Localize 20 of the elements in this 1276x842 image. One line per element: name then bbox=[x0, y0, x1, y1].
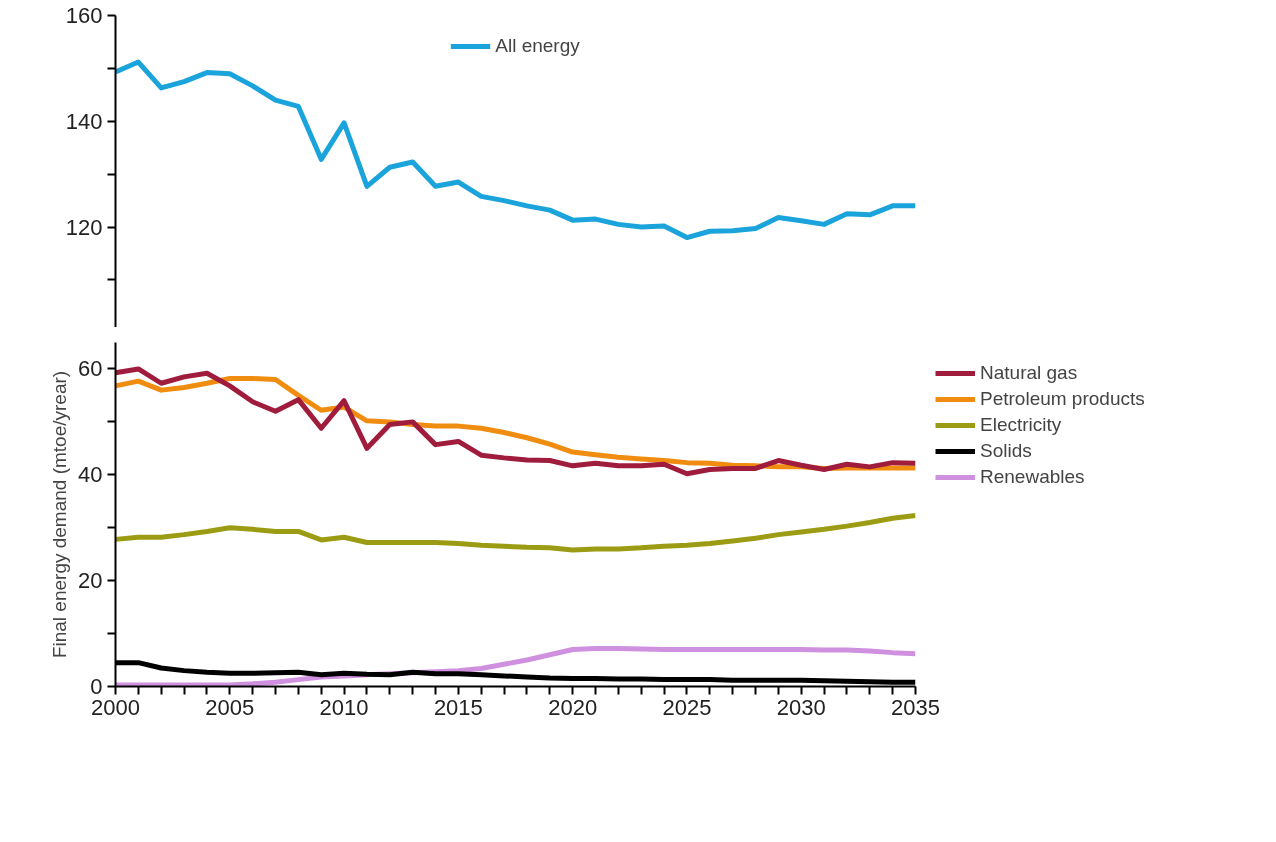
legend-label: All energy bbox=[495, 35, 580, 57]
legend-label: Natural gas bbox=[980, 362, 1078, 384]
y-tick-label: 40 bbox=[78, 462, 103, 488]
x-tick-label: 2015 bbox=[433, 694, 483, 720]
x-tick-label: 2005 bbox=[205, 694, 255, 720]
y-tick-label: 120 bbox=[65, 214, 103, 240]
legend-label: Solids bbox=[980, 440, 1032, 462]
x-tick-label: 2020 bbox=[548, 694, 598, 720]
y-axis-title: Final energy demand (mtoe/yrear) bbox=[49, 370, 71, 659]
y-tick-label: 160 bbox=[65, 3, 103, 28]
legend-label: Petroleum products bbox=[980, 388, 1145, 410]
legend-label: Renewables bbox=[980, 466, 1085, 488]
x-tick-label: 2035 bbox=[891, 694, 940, 720]
y-tick-label: 60 bbox=[78, 356, 103, 382]
y-tick-label: 20 bbox=[78, 568, 103, 594]
x-tick-label: 2010 bbox=[319, 694, 369, 720]
x-tick-label: 2030 bbox=[776, 694, 826, 720]
x-tick-label: 2025 bbox=[662, 694, 712, 720]
y-tick-label: 140 bbox=[65, 108, 103, 134]
legend-label: Electricity bbox=[980, 414, 1062, 436]
